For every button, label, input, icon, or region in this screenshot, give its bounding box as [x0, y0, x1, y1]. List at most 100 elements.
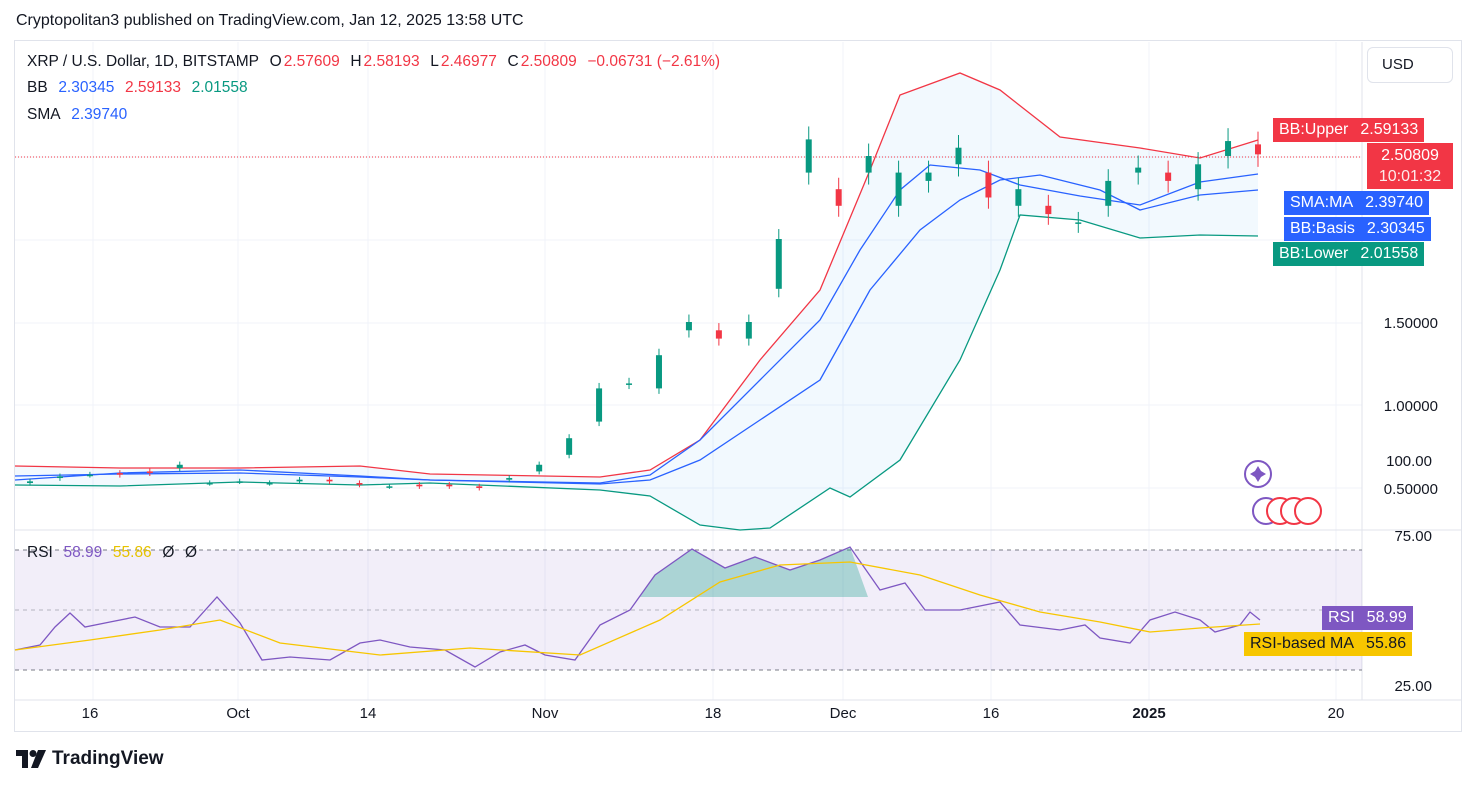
candle-body — [1135, 167, 1142, 173]
candle-body — [715, 330, 722, 339]
rsi-legend-label: RSI — [27, 544, 53, 561]
change-value: −0.06731 (−2.61%) — [587, 53, 721, 70]
candle-body — [596, 388, 603, 422]
rsi-axis-label: 25.00 — [1394, 678, 1432, 695]
candle-body — [27, 481, 33, 484]
candle-body — [536, 464, 543, 472]
sma-legend-label: SMA — [27, 106, 61, 123]
candle-body — [566, 438, 573, 455]
bb-upper-badge-label: BB:Upper — [1279, 121, 1349, 138]
candle-body — [146, 471, 153, 474]
candle-body — [116, 473, 123, 475]
rsi-badge: RSI 58.99 — [1322, 606, 1413, 630]
open-value: 2.57609 — [283, 53, 340, 70]
sma-badge-value: 2.39740 — [1365, 194, 1423, 211]
candle-body — [86, 474, 93, 477]
rsi-line — [14, 546, 1261, 668]
candle-body — [386, 486, 393, 488]
time-axis-label: 16 — [82, 705, 99, 722]
candle-body — [1045, 205, 1052, 215]
sma-legend[interactable]: SMA 2.39740 — [27, 106, 129, 124]
published-header: Cryptopolitan3 published on TradingView.… — [16, 12, 524, 29]
time-axis-label: Nov — [532, 705, 559, 722]
rsi-ma-line — [14, 561, 1261, 656]
sma-badge: SMA:MA 2.39740 — [1284, 191, 1429, 215]
bb-fill — [15, 73, 1258, 530]
ai-sparkle-glyph — [1250, 466, 1266, 482]
bb-lower-badge-value: 2.01558 — [1360, 245, 1419, 262]
candle-body — [236, 481, 243, 483]
current-price-badge: 2.50809 10:01:32 — [1367, 143, 1453, 189]
close-label: C — [507, 53, 519, 70]
bb-lower-badge-label: BB:Lower — [1279, 245, 1349, 262]
bb-lower-legend-value: 2.01558 — [191, 79, 248, 96]
candle-body — [176, 464, 183, 469]
bb-legend[interactable]: BB 2.30345 2.59133 2.01558 — [27, 79, 250, 97]
bb-basis-line — [14, 174, 1259, 485]
candle-body — [1195, 164, 1202, 190]
symbol-legend: XRP / U.S. Dollar, 1D, BITSTAMP O 2.57609… — [27, 53, 722, 71]
candle-body — [955, 147, 962, 165]
time-axis-label: 18 — [705, 705, 722, 722]
time-axis-label: 20 — [1328, 705, 1345, 722]
price-axis-label: 1.50000 — [1384, 315, 1438, 332]
bar-countdown: 10:01:32 — [1378, 168, 1442, 185]
bb-basis-badge-label: BB:Basis — [1290, 220, 1355, 237]
low-value: 2.46977 — [440, 53, 497, 70]
bb-basis-legend-value: 2.30345 — [58, 79, 115, 96]
rsi-ma-legend-value: 55.86 — [112, 544, 152, 561]
candle-body — [56, 476, 63, 479]
candle-body — [775, 239, 782, 289]
candle-body — [1255, 144, 1261, 155]
sma-badge-label: SMA:MA — [1290, 194, 1354, 211]
rsi-legend-empty-2: Ø — [185, 544, 198, 561]
candle-body — [416, 484, 423, 487]
time-axis-label: 14 — [360, 705, 377, 722]
low-label: L — [430, 53, 439, 70]
candle-body — [835, 189, 842, 206]
bb-upper-badge: BB:Upper 2.59133 — [1273, 118, 1425, 142]
candle-body — [476, 486, 483, 488]
high-label: H — [350, 53, 362, 70]
rsi-ma-badge: RSI-based MA 55.86 — [1244, 632, 1413, 656]
bb-legend-label: BB — [27, 79, 48, 96]
rsi-badge-label: RSI — [1328, 609, 1355, 626]
rsi-legend-empty-1: Ø — [162, 544, 175, 561]
candle-body — [356, 483, 363, 485]
candle-body — [266, 483, 273, 485]
economic-event-icon — [1294, 497, 1322, 525]
open-label: O — [269, 53, 282, 70]
currency-button[interactable]: USD — [1367, 47, 1453, 83]
candle-body — [895, 172, 902, 206]
close-value: 2.50809 — [520, 53, 577, 70]
current-price-value: 2.50809 — [1381, 147, 1439, 164]
candle-body — [865, 156, 872, 173]
candle-body — [805, 139, 812, 173]
sma-legend-value: 2.39740 — [71, 106, 128, 123]
candle-body — [685, 322, 692, 331]
rsi-axis-label: 100.00 — [1386, 453, 1432, 470]
candle-body — [326, 479, 333, 482]
bb-upper-legend-value: 2.59133 — [124, 79, 181, 96]
price-axis-label: 0.50000 — [1384, 481, 1438, 498]
rsi-legend[interactable]: RSI 58.99 55.86 Ø Ø — [27, 544, 199, 562]
symbol-name: XRP / U.S. Dollar, 1D, BITSTAMP — [27, 53, 259, 70]
bb-lower-line — [14, 214, 1259, 531]
rsi-ma-badge-label: RSI-based MA — [1250, 635, 1355, 652]
candle-body — [296, 479, 303, 482]
candle-body — [655, 355, 662, 389]
candle-body — [1165, 172, 1172, 181]
rsi-ma-badge-value: 55.86 — [1366, 635, 1407, 652]
candle-body — [1015, 189, 1022, 206]
footer-logo[interactable]: TradingView — [16, 748, 164, 770]
bb-lower-badge: BB:Lower 2.01558 — [1273, 242, 1425, 266]
candle-body — [206, 483, 213, 485]
bb-basis-badge-value: 2.30345 — [1366, 220, 1425, 237]
candle-body — [925, 172, 932, 181]
candle-body — [1075, 222, 1082, 224]
candle-body — [985, 172, 992, 198]
candle-body — [745, 322, 752, 339]
candle-body — [1225, 141, 1232, 156]
candle-body — [1105, 180, 1112, 206]
